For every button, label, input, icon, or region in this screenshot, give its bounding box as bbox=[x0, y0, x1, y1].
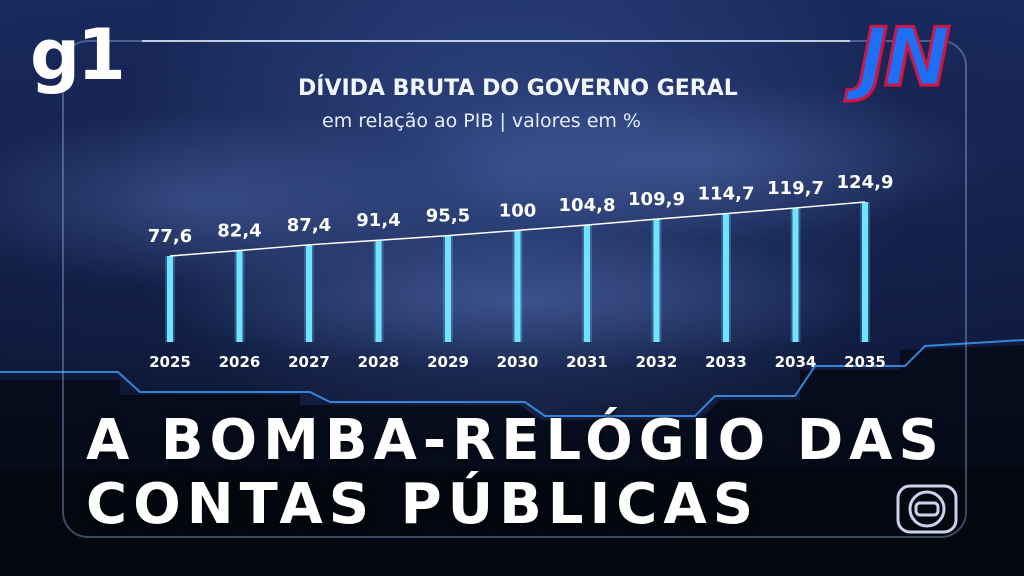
x-tick-2033: 2033 bbox=[705, 353, 747, 371]
headline-line-1: A BOMBA-RELÓGIO DAS bbox=[86, 408, 945, 473]
x-tick-2025: 2025 bbox=[149, 353, 191, 371]
value-label-2034: 119,7 bbox=[767, 178, 824, 199]
x-tick-2028: 2028 bbox=[358, 353, 400, 371]
value-label-2028: 91,4 bbox=[356, 210, 400, 231]
value-label-2035: 124,9 bbox=[837, 172, 894, 193]
value-label-2027: 87,4 bbox=[287, 215, 331, 236]
bar-2032 bbox=[653, 219, 660, 342]
jn-logo: JN bbox=[857, 11, 953, 104]
value-label-2030: 100 bbox=[499, 200, 537, 221]
x-tick-2034: 2034 bbox=[775, 353, 817, 371]
value-label-2031: 104,8 bbox=[559, 195, 616, 216]
bar-2035 bbox=[862, 202, 868, 342]
x-tick-2032: 2032 bbox=[636, 353, 678, 371]
chart-title: DÍVIDA BRUTA DO GOVERNO GERAL bbox=[298, 76, 738, 101]
value-label-2029: 95,5 bbox=[426, 206, 470, 227]
bar-2031 bbox=[584, 224, 590, 342]
headline-line-2: CONTAS PÚBLICAS bbox=[86, 472, 760, 537]
chart-subtitle: em relação ao PIB | valores em % bbox=[322, 110, 641, 132]
value-label-2025: 77,6 bbox=[148, 226, 192, 247]
bar-2026 bbox=[236, 250, 243, 342]
x-tick-2029: 2029 bbox=[427, 353, 469, 371]
bar-2028 bbox=[375, 240, 382, 342]
trend-line bbox=[169, 201, 866, 257]
globo-logo-icon bbox=[896, 484, 958, 534]
value-label-2032: 109,9 bbox=[628, 189, 685, 210]
bar-2027 bbox=[306, 244, 312, 342]
bar-2034 bbox=[792, 207, 799, 342]
value-label-2026: 82,4 bbox=[217, 221, 261, 242]
bar-2025 bbox=[167, 256, 173, 342]
x-tick-2027: 2027 bbox=[288, 353, 330, 371]
x-tick-2035: 2035 bbox=[844, 353, 886, 371]
bar-2030 bbox=[514, 230, 521, 342]
x-tick-2026: 2026 bbox=[219, 353, 261, 371]
bar-2029 bbox=[445, 235, 451, 342]
x-tick-2031: 2031 bbox=[566, 353, 608, 371]
g1-logo: g1 bbox=[30, 14, 126, 96]
x-tick-2030: 2030 bbox=[497, 353, 539, 371]
value-label-2033: 114,7 bbox=[698, 184, 755, 205]
top-rule bbox=[142, 40, 850, 42]
bar-2033 bbox=[723, 213, 729, 342]
